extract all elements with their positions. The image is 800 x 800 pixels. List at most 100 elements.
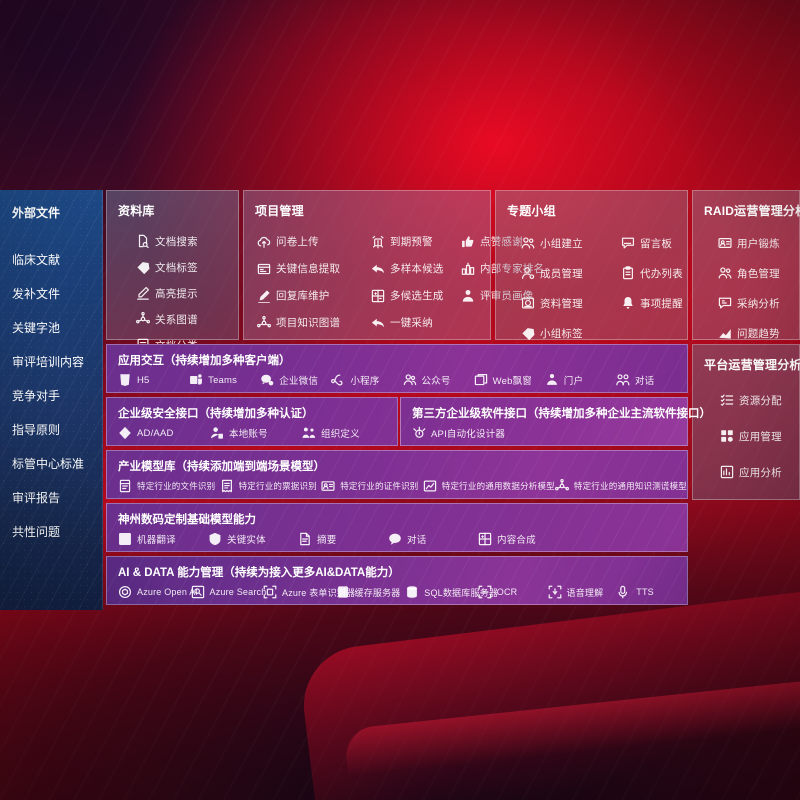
item-org-definition[interactable]: 组织定义 [302,426,394,440]
panel-platform-analysis: 平台运营管理分析 资源分配 应用管理 应用分析 [692,344,800,500]
band-dcits-items: 机器翻译 关键实体 摘要 对话 内容合成 [118,532,687,546]
item-member-management[interactable]: 成员管理 [521,258,621,288]
item-ocr[interactable]: OCR [478,585,548,599]
item-message-board[interactable]: 留言板 [621,228,687,258]
item-label: 小组标签 [540,327,583,340]
data-analysis-icon [423,479,437,493]
item-key-entity[interactable]: 关键实体 [208,532,298,546]
item-teams[interactable]: Teams [189,373,260,387]
item-web-popup[interactable]: Web飘窗 [474,373,545,387]
item-h5[interactable]: H5 [118,373,189,387]
item-tts[interactable]: TTS [617,585,687,599]
official-account-icon [403,373,417,387]
item-like-thanks[interactable]: 点赞感谢 [461,228,544,255]
sidebar-item-guidelines[interactable]: 指导原则 [12,423,61,437]
item-adoption-analysis[interactable]: 采纳分析 [718,288,799,318]
item-application-management[interactable]: 应用管理 [720,418,799,454]
item-industry-file-recognition[interactable]: 特定行业的文件识别 [118,479,220,493]
sidebar-item-keyword-pool[interactable]: 关键字池 [12,321,61,335]
users-group-icon [521,236,535,250]
sidebar-item-clinical-literature[interactable]: 临床文献 [12,253,61,267]
item-miniprogram[interactable]: 小程序 [331,373,402,387]
item-dialog[interactable]: 对话 [616,373,687,387]
item-multi-candidate-generate[interactable]: 多候选生成 [371,282,461,309]
item-industry-data-analysis-model[interactable]: 特定行业的通用数据分析模型 [423,479,555,493]
band-ai-data-capability: AI & DATA 能力管理（持续为接入更多AI&DATA能力） Azure O… [106,556,688,605]
sidebar-item-review-training[interactable]: 审评培训内容 [12,355,85,369]
item-role-management[interactable]: 角色管理 [718,258,799,288]
item-todo-list[interactable]: 代办列表 [621,258,687,288]
item-content-synthesis[interactable]: 内容合成 [478,532,568,546]
item-group-create[interactable]: 小组建立 [521,228,621,258]
item-label: H5 [137,374,150,386]
item-machine-translation[interactable]: 机器翻译 [118,532,208,546]
item-label: 问题趋势 [737,327,780,340]
item-official-account[interactable]: 公众号 [403,373,474,387]
sidebar-item-review-report[interactable]: 审评报告 [12,491,61,505]
item-project-knowledge-graph[interactable]: 项目知识图谱 [257,309,371,336]
item-industry-id-recognition[interactable]: 特定行业的证件识别 [321,479,423,493]
id-card-icon [718,236,732,250]
sidebar-item-competitors[interactable]: 竞争对手 [12,389,61,403]
dialog-users-icon [616,373,630,387]
item-reviewer-portrait[interactable]: 评审员画像 [461,282,544,309]
band-security-items: AD/AAD 本地账号 组织定义 [118,426,397,440]
item-resource-allocation[interactable]: 资源分配 [720,382,799,418]
item-sql-database-server[interactable]: SQL数据库服务器 [405,585,498,599]
item-key-info-extraction[interactable]: 关键信息提取 [257,255,371,282]
item-azure-search[interactable]: Azure Search [191,585,266,599]
item-api-designer[interactable]: API自动化设计器 [412,426,505,440]
item-expiry-warning[interactable]: 到期预警 [371,228,461,255]
item-issue-trend[interactable]: 问题趋势 [718,318,799,348]
item-label: 门户 [563,376,584,387]
item-material-management[interactable]: 资料管理 [521,288,621,318]
item-multi-sample-candidate[interactable]: 多样本候选 [371,255,461,282]
item-one-click-adopt[interactable]: 一键采纳 [371,309,461,336]
sidebar-item-supplement-docs[interactable]: 发补文件 [12,287,61,301]
wechat-work-icon [260,373,274,387]
background-arc-lower [343,670,800,790]
item-speech-understanding[interactable]: 语音理解 [548,585,618,599]
reply-arrow-icon [371,316,385,330]
item-group-tag[interactable]: 小组标签 [521,318,621,348]
id-recognize-icon [321,479,335,493]
item-highlight-hint[interactable]: 高亮提示 [136,280,238,306]
extract-card-icon [257,262,271,276]
item-label: 本地账号 [229,429,268,440]
item-questionnaire-upload[interactable]: 问卷上传 [257,228,371,255]
html5-icon [118,373,132,387]
item-chat[interactable]: 对话 [388,532,478,546]
item-ad-aad[interactable]: AD/AAD [118,426,210,440]
item-application-analysis[interactable]: 应用分析 [720,454,799,490]
item-relation-graph[interactable]: 关系图谱 [136,306,238,332]
item-summary[interactable]: 摘要 [298,532,388,546]
item-azure-form-recognizer[interactable]: Azure 表单识别器 [263,585,355,599]
item-local-account[interactable]: 本地账号 [210,426,302,440]
grid-expand-icon [371,289,385,303]
item-azure-openai[interactable]: Azure Open AI [118,585,198,599]
item-label: Teams [208,374,238,386]
ranking-bars-icon [461,262,475,276]
sidebar-item-standards-center[interactable]: 标管中心标准 [12,457,85,471]
item-cache-server[interactable]: 缓存服务器 [336,585,406,599]
sidebar-item-common-issues[interactable]: 共性问题 [12,525,61,539]
item-reply-library-maintain[interactable]: 回复库维护 [257,282,371,309]
item-event-reminder[interactable]: 事项提醒 [621,288,687,318]
band-industry-title: 产业模型库（持续添加端到端场景模型） [118,461,325,473]
item-document-tag[interactable]: 文档标签 [136,254,238,280]
item-user-training[interactable]: 用户锻炼 [718,228,799,258]
item-document-search[interactable]: 文档搜索 [136,228,238,254]
graph-network-icon [554,479,569,493]
item-industry-receipt-recognition[interactable]: 特定行业的票据识别 [220,479,322,493]
item-industry-knowledge-model[interactable]: 特定行业的通用知识测谎模型 [554,479,687,493]
panel-platform-items: 资源分配 应用管理 应用分析 [720,382,799,490]
item-label: 关键实体 [227,535,266,546]
item-wechat-work[interactable]: 企业微信 [260,373,331,387]
receipt-icon [220,479,234,493]
web-popup-icon [474,373,488,387]
panel-project-items: 问卷上传 到期预警 点赞感谢 关键信息提取 多样本候选 [257,228,544,336]
item-label: 特定行业的通用知识测谎模型 [573,481,687,491]
item-label: 特定行业的证件识别 [340,481,419,491]
tag-icon [136,260,150,274]
item-portal[interactable]: 门户 [545,373,616,387]
